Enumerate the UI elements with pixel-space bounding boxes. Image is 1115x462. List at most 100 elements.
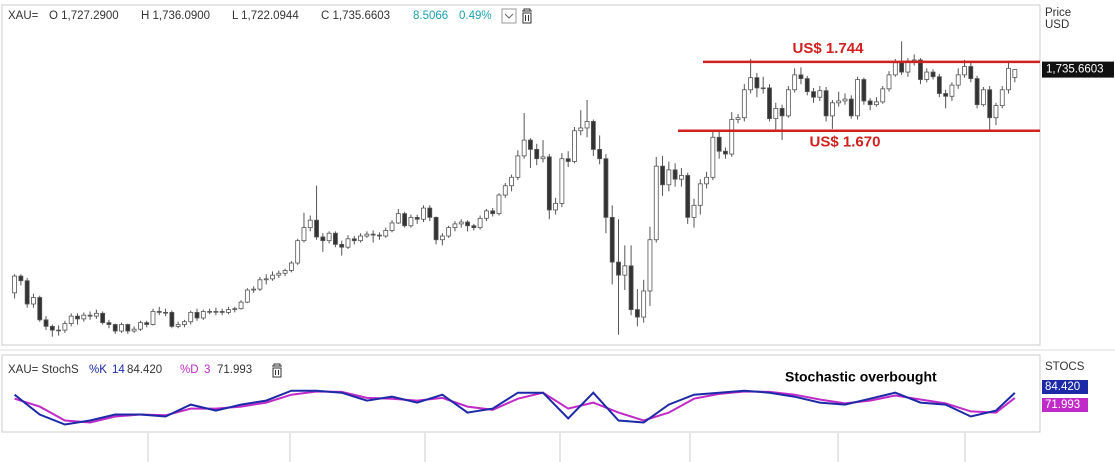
candle-body (119, 324, 124, 332)
candle-body (974, 78, 980, 106)
candle-body (1012, 69, 1018, 78)
marks (12, 41, 1114, 426)
candle-body (370, 233, 376, 236)
candle-body (144, 322, 150, 325)
candle-body (572, 130, 577, 162)
candle-body (804, 78, 810, 93)
candle-body (697, 183, 703, 206)
delete-icon[interactable] (522, 8, 532, 24)
dropdown-button[interactable] (501, 8, 517, 24)
k-value: 84.420 (127, 364, 162, 376)
candle-body (590, 121, 596, 150)
y-axis-unit: USD (1045, 19, 1069, 31)
stoch-axis-label: STOCS (1045, 361, 1085, 373)
candle-body (87, 314, 93, 317)
candle-body (949, 84, 955, 97)
candle-body (333, 232, 338, 245)
candle-body (861, 79, 867, 102)
candle-body (874, 101, 879, 106)
last-price-box (1042, 61, 1114, 78)
candle-body (446, 227, 452, 237)
candle-body (471, 225, 477, 229)
candle-body (24, 280, 30, 305)
dropdown-icon (504, 13, 514, 19)
candle-body (49, 325, 55, 331)
candle-body (741, 89, 747, 119)
labels: XAU= O 1,727.2900 H 1,736.0900 L 1,722.0… (8, 7, 1104, 411)
candle-body (439, 235, 445, 241)
candle-body (559, 158, 565, 204)
candle-body (634, 309, 640, 318)
candle-body (427, 207, 433, 218)
candle-body (345, 238, 351, 248)
candle-body (779, 107, 785, 117)
candle-body (679, 175, 684, 180)
candle-body (125, 324, 131, 332)
candle-body (924, 71, 930, 80)
candle-body (880, 88, 886, 103)
delete-study-icon[interactable] (272, 363, 282, 378)
candle-body (93, 312, 99, 317)
candle-body (999, 89, 1005, 107)
candle-body (798, 74, 804, 79)
candle-body (622, 265, 628, 276)
stoch-study: XAU= StochS (8, 364, 79, 376)
candle-body (578, 127, 584, 132)
candle-body (962, 66, 967, 76)
candle-body (207, 311, 213, 313)
candle-body (830, 102, 835, 117)
candle-body (377, 234, 382, 237)
candle-body (936, 76, 942, 94)
candle-body (603, 158, 609, 218)
candle-body (785, 89, 791, 117)
candle-body (848, 98, 854, 117)
stoch-panel (1, 354, 1041, 433)
candle-body (156, 311, 162, 313)
candle-body (842, 98, 848, 102)
symbol: XAU= (8, 10, 39, 22)
candle-body (899, 62, 904, 73)
candle-body (477, 217, 483, 229)
candle-body (483, 210, 489, 219)
candle-body (358, 235, 363, 242)
candle-body (968, 66, 974, 79)
candle-body (226, 309, 231, 313)
candle-body (307, 219, 313, 229)
candle-body (383, 230, 389, 237)
candle-body (502, 185, 508, 196)
candle-body (1006, 67, 1011, 91)
candle-body (930, 71, 936, 78)
candle-body (251, 288, 257, 291)
candle-body (137, 322, 143, 330)
candle-body (150, 311, 156, 325)
candle-body (182, 321, 187, 325)
value-box-label: 71.993 (1045, 399, 1080, 411)
candle-body (421, 207, 426, 220)
candle-body (295, 240, 301, 264)
candle-body (257, 279, 263, 290)
candle-body (773, 107, 779, 120)
candle-body (823, 90, 829, 117)
candle-body (609, 216, 615, 263)
stoch-line (13, 389, 1016, 426)
candle-body (754, 77, 760, 89)
candle-body (653, 165, 659, 241)
value-box (1042, 380, 1088, 394)
candle-body (710, 136, 716, 178)
price-panel (1, 4, 1041, 346)
candle-body (37, 297, 43, 321)
candle-body (817, 90, 823, 98)
candle-body (301, 227, 307, 242)
value-box-label: 84.420 (1045, 381, 1080, 393)
candle-body (402, 213, 408, 227)
candle-body (597, 148, 603, 160)
candle-body (31, 297, 36, 305)
candle-body (666, 169, 672, 186)
candle-body (200, 311, 206, 319)
candle-body (660, 165, 665, 186)
candle-body (81, 314, 87, 320)
candle-body (232, 308, 238, 311)
candle-body (980, 89, 986, 106)
candle-body (62, 323, 68, 331)
low-value: L 1,722.0944 (232, 10, 299, 22)
